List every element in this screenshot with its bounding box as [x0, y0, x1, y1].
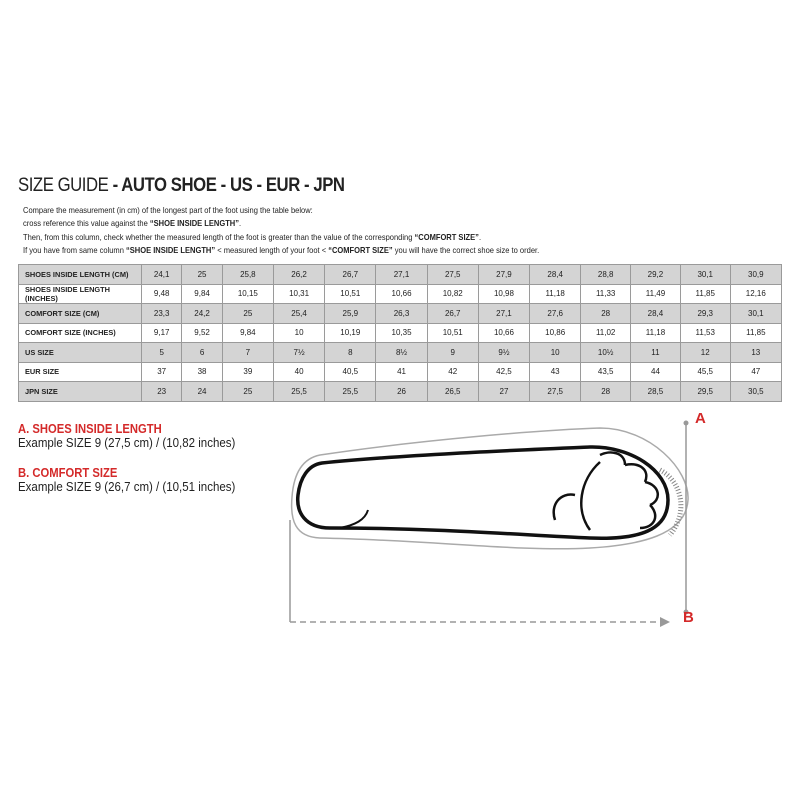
title-bold: - AUTO SHOE - US - EUR - JPN — [108, 175, 345, 196]
table-cell: 26,2 — [272, 264, 326, 285]
table-cell: 30,1 — [729, 303, 783, 324]
instruction-line: Compare the measurement (in cm) of the l… — [23, 204, 539, 217]
page-title: SIZE GUIDE - AUTO SHOE - US - EUR - JPN — [18, 175, 345, 197]
marker-b: B — [683, 609, 694, 626]
table-cell: 26,7 — [324, 264, 377, 285]
table-cell: 25,5 — [272, 381, 326, 402]
table-cell: 27,1 — [375, 264, 428, 285]
text: . — [239, 219, 242, 229]
row-label: JPN SIZE — [18, 381, 142, 402]
table-cell: 27,1 — [477, 303, 531, 324]
table-cell: 28,5 — [630, 381, 681, 402]
table-cell: 26 — [375, 381, 428, 402]
table-cell: 24,1 — [140, 264, 183, 285]
shoe-outline — [290, 427, 689, 550]
emphasis: “COMFORT SIZE” — [414, 232, 479, 242]
table-cell: 23 — [140, 381, 183, 402]
table-cell: 27,6 — [529, 303, 582, 324]
instruction-line: If you have from same column “SHOE INSID… — [23, 244, 539, 257]
table-cell: 24,2 — [181, 303, 223, 324]
foot-outline — [296, 445, 670, 540]
table-cell: 25,5 — [324, 381, 377, 402]
example-value: Example SIZE 9 (27,5 cm) / (10,82 inches… — [18, 436, 236, 450]
text: < measured length of your foot < — [215, 246, 329, 256]
table-cell: 10½ — [580, 342, 632, 363]
table-cell: 30,1 — [679, 264, 731, 285]
table-cell: 5 — [140, 342, 183, 363]
table-row: COMFORT SIZE (CM) 23,3 24,2 25 25,4 25,9 26,3 2… — [18, 303, 783, 324]
text: Then, from this column, check whether th… — [23, 232, 415, 242]
emphasis: “SHOE INSIDE LENGTH” — [125, 246, 216, 256]
table-cell: 25 — [181, 264, 223, 285]
table-cell: 28,4 — [529, 264, 582, 285]
text: you will have the correct shoe size to o… — [392, 246, 540, 256]
table-cell: 26,3 — [375, 303, 428, 324]
example-a: A. SHOES INSIDE LENGTH Example SIZE 9 (2… — [18, 422, 254, 450]
example-label: A. SHOES INSIDE LENGTH — [18, 422, 162, 436]
table-cell: 25,4 — [272, 303, 326, 324]
table-cell: 28,4 — [630, 303, 681, 324]
table-row: JPN SIZE 23 24 25 25,5 25,5 26 26,5 27 27,5 28 28,5… — [18, 381, 783, 402]
table-cell: 28 — [580, 381, 632, 402]
table-cell: 27,5 — [529, 381, 582, 402]
table-cell: 6 — [181, 342, 223, 363]
table-cell: 13 — [729, 342, 783, 363]
table-cell: 27 — [477, 381, 531, 402]
marker-dot-b — [683, 609, 689, 615]
example-value: Example SIZE 9 (26,7 cm) / (10,51 inches… — [18, 480, 236, 494]
table-cell: 25 — [221, 381, 274, 402]
table-cell: 7½ — [272, 342, 326, 363]
table-row: SHOES INSIDE LENGTH (CM) 24,1 25 25,8 26,2 26… — [18, 264, 783, 285]
instruction-line: cross reference this value against the “… — [23, 217, 539, 230]
table-row: SHOES INSIDE LENGTH (INCHES) 9,48 9,84 10,1… — [18, 283, 783, 304]
arch-line — [339, 509, 369, 529]
text: Compare the measurement (in cm) of the l… — [23, 206, 313, 215]
table-cell: 12 — [679, 342, 731, 363]
text: . — [478, 232, 482, 242]
example-b: B. COMFORT SIZE Example SIZE 9 (26,7 cm)… — [18, 466, 254, 494]
table-cell: 30,9 — [729, 264, 783, 285]
instructions: Compare the measurement (in cm) of the l… — [23, 204, 539, 258]
marker-dot-a — [683, 420, 689, 426]
table-cell: 30,5 — [729, 381, 783, 402]
table-row: US SIZE 5 6 7 7½ 8 8½ 9 9½ 10 10½ 11 12 13 — [18, 342, 783, 363]
emphasis: “COMFORT SIZE” — [328, 246, 393, 256]
emphasis: “SHOE INSIDE LENGTH” — [149, 219, 240, 229]
table-cell: 29,5 — [679, 381, 731, 402]
table-row: COMFORT SIZE (INCHES) 9,17 9,52 9,84 10 10,19… — [18, 322, 783, 343]
toe-heel-shading — [658, 467, 684, 537]
table-cell: 10 — [529, 342, 582, 363]
table-cell: 28 — [580, 303, 632, 324]
table-row: EUR SIZE 37 38 39 40 40,5 41 42 42,5 43 43,5 44 45,5… — [18, 361, 783, 382]
instruction-line: Then, from this column, check whether th… — [23, 231, 539, 244]
text: If you have from same column — [23, 246, 126, 256]
table-cell: 38 — [181, 361, 223, 382]
table-cell: 25,9 — [324, 303, 377, 324]
size-table: SHOES INSIDE LENGTH (CM) 24,1 25 25,8 26,2 26… — [18, 264, 783, 402]
table-cell: 9 — [426, 342, 479, 363]
table-cell: 27,9 — [477, 264, 531, 285]
text: cross reference this value against the — [23, 219, 150, 229]
arrow-head — [660, 617, 670, 627]
table-cell: 26,5 — [426, 381, 479, 402]
example-label: B. COMFORT SIZE — [18, 466, 118, 480]
marker-a: A — [695, 410, 706, 427]
table-cell: 24 — [181, 381, 223, 402]
title-light: SIZE GUIDE — [18, 175, 109, 196]
table-cell: 7 — [221, 342, 274, 363]
table-cell: 9½ — [477, 342, 531, 363]
toes — [552, 451, 659, 531]
